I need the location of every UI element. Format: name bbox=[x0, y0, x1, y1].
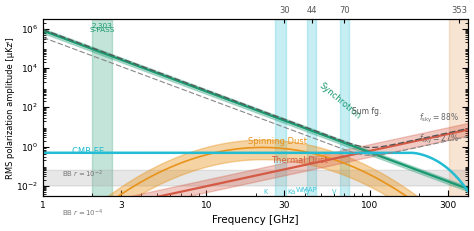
Text: Sum fg.: Sum fg. bbox=[352, 107, 382, 116]
Bar bbox=[340, 19, 348, 196]
Text: Synchrotron: Synchrotron bbox=[318, 81, 363, 121]
Text: K: K bbox=[264, 189, 268, 195]
Text: S-PASS: S-PASS bbox=[90, 27, 115, 33]
Text: $f_{\rm sky}=88\%$: $f_{\rm sky}=88\%$ bbox=[419, 112, 459, 125]
Y-axis label: RMS polarization amplitude [μKᴢᴵ]: RMS polarization amplitude [μKᴢᴵ] bbox=[6, 37, 15, 179]
Text: 2,303: 2,303 bbox=[92, 23, 113, 29]
Text: V: V bbox=[332, 189, 337, 195]
Bar bbox=[274, 19, 286, 196]
Bar bbox=[449, 19, 468, 196]
X-axis label: Frequency [GHz]: Frequency [GHz] bbox=[212, 216, 299, 225]
Text: Ka: Ka bbox=[287, 189, 295, 195]
Text: $f_{\rm sky}=27\%$: $f_{\rm sky}=27\%$ bbox=[419, 133, 459, 146]
Text: Spinning Dust: Spinning Dust bbox=[248, 137, 307, 146]
Text: Thermal Dust: Thermal Dust bbox=[272, 156, 328, 165]
Bar bbox=[92, 19, 112, 196]
Text: BB $r=10^{-4}$: BB $r=10^{-4}$ bbox=[62, 207, 103, 219]
Text: CMB EE: CMB EE bbox=[72, 147, 104, 156]
Text: WMAP: WMAP bbox=[296, 187, 318, 193]
Text: Q: Q bbox=[304, 189, 309, 195]
Bar bbox=[307, 19, 316, 196]
Text: BB $r=10^{-2}$: BB $r=10^{-2}$ bbox=[62, 168, 103, 180]
